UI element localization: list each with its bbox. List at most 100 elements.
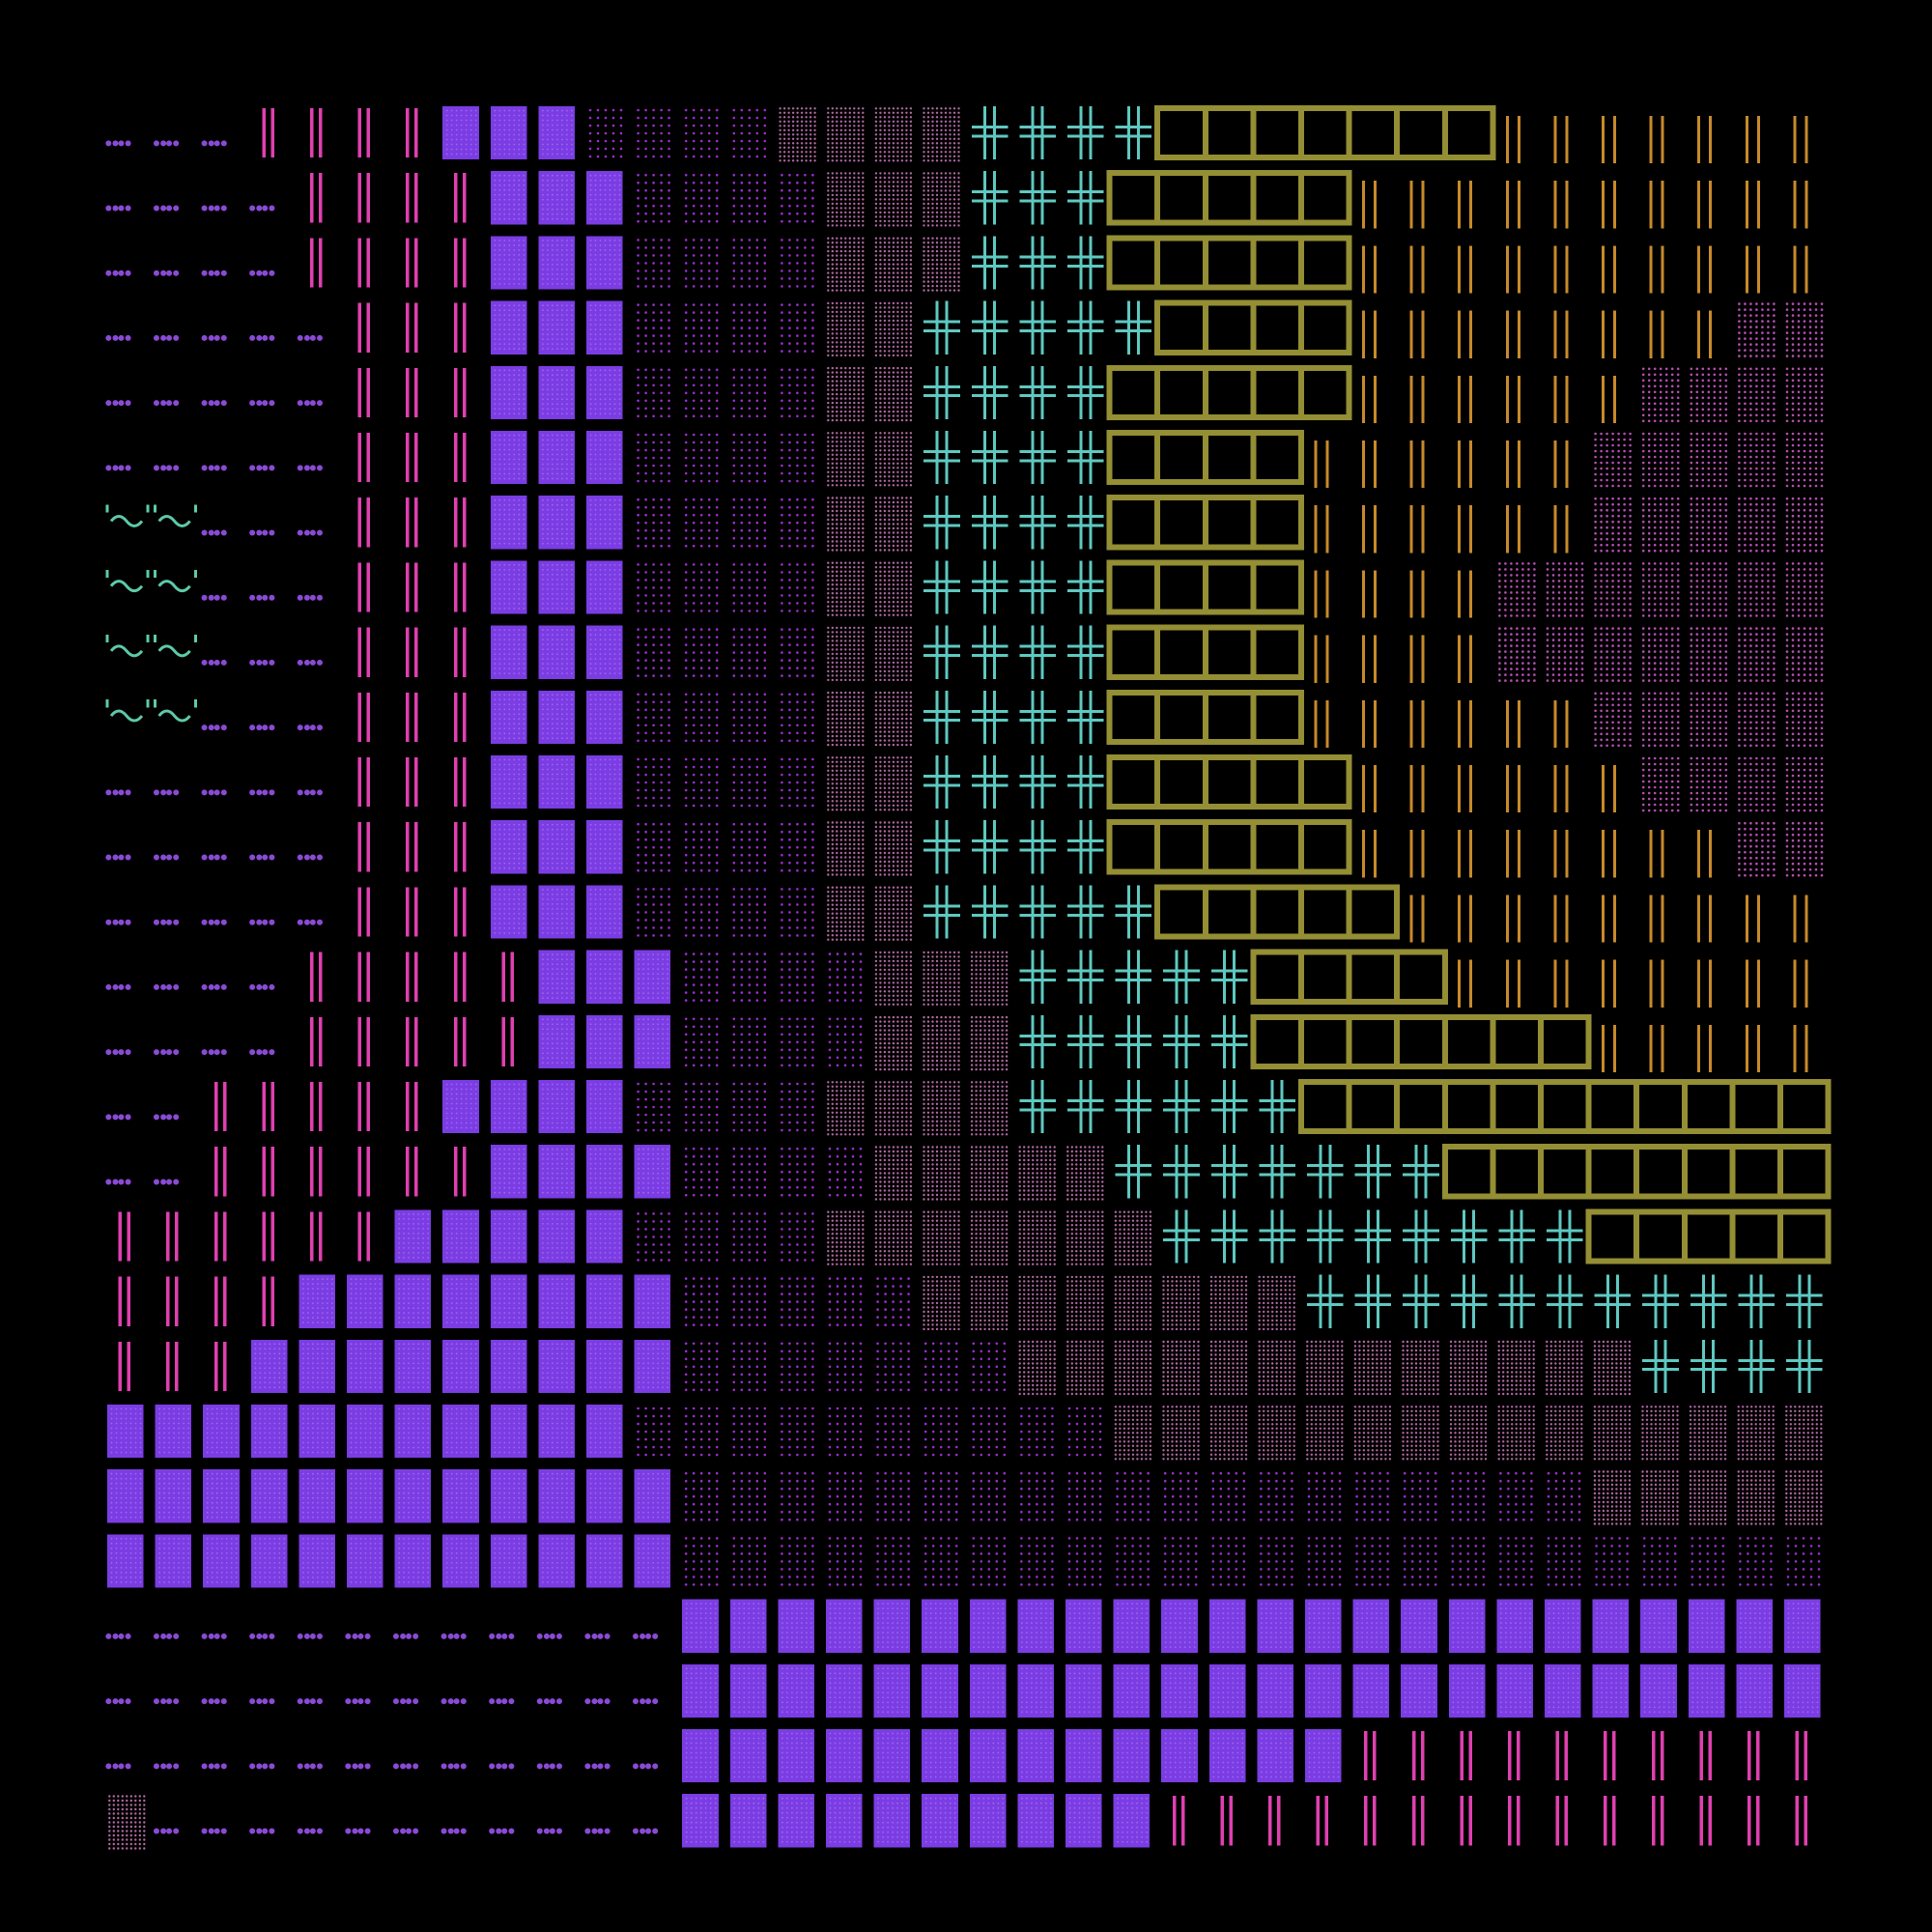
- stipple-mark: [879, 112, 881, 114]
- stipple-mark: [879, 350, 881, 352]
- stipple-mark: [660, 109, 663, 112]
- block-texture: [494, 213, 496, 215]
- block-texture: [566, 240, 568, 242]
- stipple-mark: [644, 205, 647, 208]
- stipple-mark: [741, 239, 744, 242]
- stipple-mark: [949, 129, 951, 131]
- stipple-mark: [644, 254, 647, 257]
- stipple-mark: [804, 303, 807, 306]
- stipple-mark: [827, 280, 829, 282]
- block-texture: [571, 240, 573, 242]
- block-texture: [518, 209, 520, 211]
- stipple-mark: [905, 238, 907, 240]
- stipple-mark: [836, 125, 838, 127]
- block-texture: [470, 154, 472, 156]
- dot-mark: [298, 335, 303, 341]
- stipple-mark: [940, 285, 942, 287]
- block-texture: [556, 244, 558, 246]
- stipple-mark: [940, 263, 942, 265]
- stipple-mark: [708, 334, 711, 337]
- block-texture: [619, 254, 621, 256]
- stipple-mark: [910, 311, 912, 313]
- stipple-mark: [827, 315, 829, 317]
- block-texture: [498, 333, 500, 335]
- block-texture: [461, 129, 463, 131]
- stipple-mark: [888, 280, 890, 282]
- stipple-mark: [927, 254, 929, 256]
- stipple-mark: [936, 285, 938, 287]
- stipple-mark: [827, 159, 829, 161]
- block-texture: [566, 134, 568, 136]
- stipple-mark: [879, 189, 881, 191]
- block-texture: [566, 269, 568, 270]
- stipple-mark: [749, 189, 752, 192]
- stipple-mark: [888, 215, 890, 217]
- stipple-mark: [700, 311, 703, 314]
- block-texture: [518, 254, 520, 256]
- block-texture: [518, 204, 520, 206]
- stipple-mark: [949, 116, 951, 118]
- stipple-mark: [849, 238, 851, 240]
- stipple-mark: [901, 271, 903, 273]
- stipple-mark: [940, 156, 942, 157]
- block-texture: [552, 259, 554, 261]
- block-texture: [614, 324, 616, 326]
- stipple-mark: [901, 302, 903, 304]
- stipple-mark: [1755, 326, 1758, 328]
- stipple-mark: [888, 268, 890, 270]
- stipple-mark: [957, 285, 959, 287]
- stipple-mark: [931, 212, 933, 213]
- block-texture: [542, 189, 544, 191]
- stipple-mark: [853, 350, 855, 352]
- stipple-mark: [936, 133, 938, 135]
- stipple-mark: [779, 133, 781, 135]
- stipple-mark: [844, 215, 846, 217]
- dot-mark: [317, 335, 323, 341]
- stipple-mark: [749, 205, 752, 208]
- block-texture: [508, 218, 510, 220]
- stipple-mark: [905, 198, 907, 200]
- stipple-mark: [849, 268, 851, 270]
- block-texture: [561, 264, 563, 266]
- stipple-mark: [875, 268, 877, 270]
- stipple-mark: [652, 319, 655, 322]
- stipple-mark: [1744, 331, 1747, 334]
- stipple-mark: [896, 159, 898, 161]
- stipple-mark: [832, 203, 834, 205]
- stipple-mark: [716, 239, 719, 242]
- stipple-mark: [884, 133, 886, 135]
- stipple-mark: [756, 174, 759, 177]
- stipple-mark: [901, 346, 903, 348]
- dot-mark: [126, 206, 131, 212]
- stipple-mark: [896, 194, 898, 196]
- stipple-mark: [923, 172, 924, 174]
- stipple-mark: [749, 311, 752, 314]
- stipple-mark: [716, 109, 719, 112]
- stipple-mark: [910, 224, 912, 226]
- stipple-mark: [901, 220, 903, 222]
- block-texture: [498, 240, 500, 242]
- stipple-mark: [810, 147, 811, 149]
- block-texture: [595, 328, 597, 330]
- stipple-mark: [660, 270, 663, 272]
- stipple-mark: [836, 320, 838, 322]
- stipple-mark: [810, 125, 811, 127]
- block-texture: [508, 278, 510, 280]
- stipple-mark: [940, 259, 942, 261]
- stipple-mark: [888, 276, 890, 278]
- stipple-mark: [589, 117, 592, 120]
- stipple-mark: [836, 254, 838, 256]
- dot-mark: [112, 270, 118, 276]
- block-texture: [556, 348, 558, 350]
- block-texture: [498, 149, 500, 151]
- stipple-mark: [756, 311, 759, 314]
- stipple-mark: [756, 350, 759, 353]
- stipple-mark: [781, 350, 783, 353]
- block-texture: [605, 213, 607, 215]
- stipple-mark: [893, 289, 895, 291]
- stipple-mark: [910, 355, 912, 356]
- block-texture: [605, 218, 607, 220]
- block-texture: [542, 185, 544, 186]
- block-texture: [605, 254, 607, 256]
- stipple-mark: [836, 133, 838, 135]
